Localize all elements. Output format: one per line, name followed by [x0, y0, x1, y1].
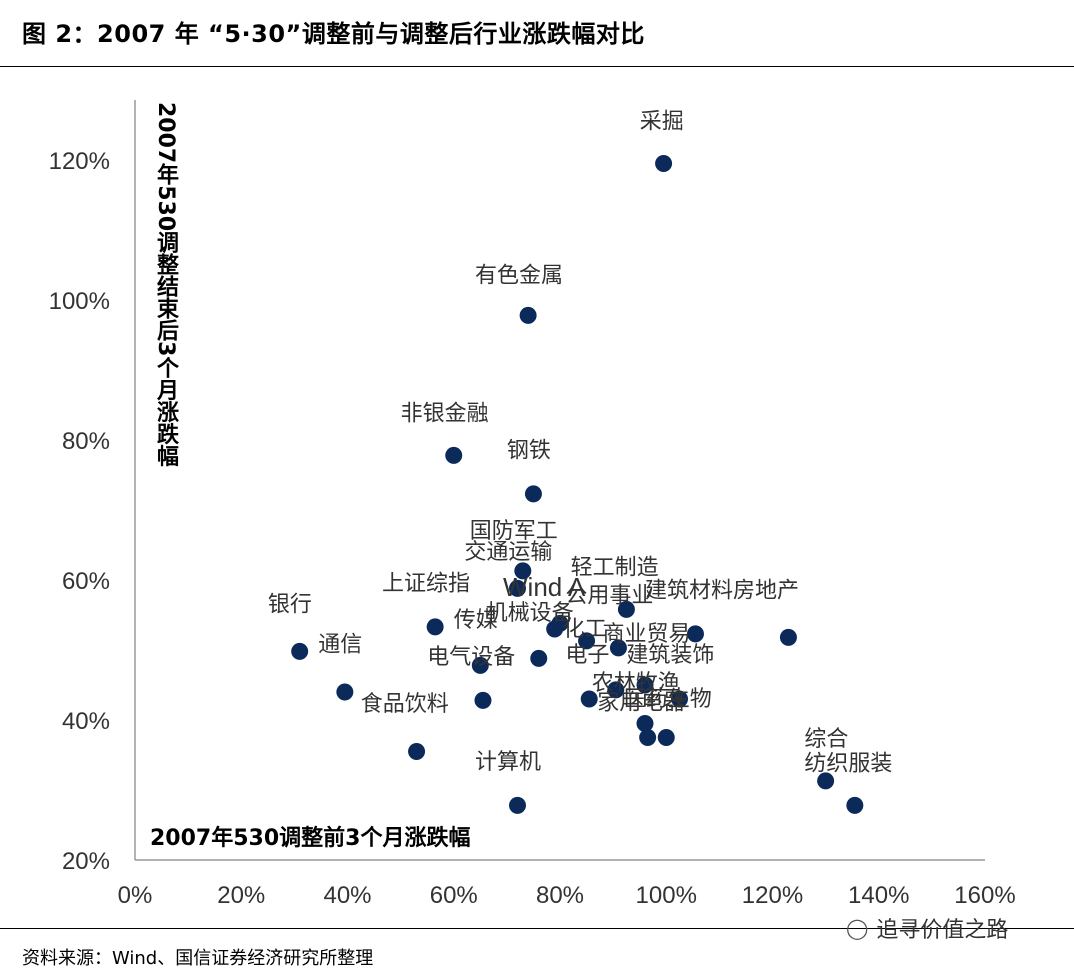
data-points	[291, 155, 864, 814]
data-point	[408, 743, 426, 760]
data-point	[474, 691, 492, 709]
point-label: 计算机	[475, 750, 541, 775]
point-label: 银行	[268, 593, 312, 618]
data-point	[686, 625, 704, 643]
data-point	[617, 600, 635, 618]
y-tick-label: 40%	[62, 708, 110, 735]
chart-title: 图 2：2007 年 “5·30”调整前与调整后行业涨跌幅对比	[22, 20, 645, 48]
data-point	[445, 446, 463, 464]
point-label: 公用事业	[565, 583, 653, 608]
y-tick-label: 60%	[62, 568, 110, 595]
point-label: 机械设备	[486, 601, 574, 626]
x-tick-label: 140%	[848, 882, 909, 909]
point-label: 有色金属	[475, 264, 563, 289]
x-tick-label: 40%	[323, 882, 371, 909]
top-rule	[0, 66, 1074, 67]
point-label: 通信	[318, 632, 362, 657]
point-label: 轻工制造	[571, 555, 659, 580]
data-point	[671, 690, 689, 708]
data-point	[530, 649, 548, 667]
axes	[134, 100, 985, 861]
x-tick-label: 20%	[217, 882, 265, 909]
bottom-rule	[0, 928, 1074, 929]
point-label: 电气设备	[427, 645, 515, 670]
data-point	[519, 306, 537, 324]
point-label: 化工	[563, 617, 607, 642]
point-label: 家用电器	[597, 691, 685, 716]
x-axis-label: 2007年530调整前3个月涨跌幅	[150, 825, 470, 851]
point-label: 钢铁	[507, 439, 551, 464]
y-tick-label: 20%	[62, 848, 110, 875]
data-point	[655, 155, 673, 172]
data-point	[639, 729, 657, 746]
x-tick-label: 120%	[742, 882, 803, 909]
data-point	[636, 715, 654, 732]
data-point	[657, 729, 675, 746]
y-tick-label: 100%	[49, 288, 110, 315]
data-point	[846, 796, 864, 814]
point-label: 上证综指	[382, 572, 470, 597]
data-point	[514, 562, 532, 580]
point-label: 建筑装饰	[626, 643, 714, 668]
data-point	[509, 796, 526, 814]
point-label: 建筑材料房地产	[645, 579, 799, 604]
point-label: 医药生物	[624, 687, 712, 712]
data-point	[524, 485, 542, 503]
point-label: 交通运输	[464, 540, 552, 565]
y-tick-label: 80%	[62, 428, 110, 455]
x-tick-label: 160%	[954, 882, 1015, 909]
data-point	[509, 579, 526, 597]
point-label: 食品饮料	[361, 692, 449, 717]
x-tick-label: 100%	[636, 882, 697, 909]
data-point	[546, 620, 564, 638]
data-point	[607, 681, 625, 699]
data-point	[471, 656, 489, 674]
point-label: 综合	[804, 727, 848, 752]
point-label: 商业贸易	[603, 622, 691, 647]
point-label: 传媒	[454, 608, 498, 633]
wechat-icon: ◯	[846, 916, 869, 940]
point-label: 电子	[565, 643, 609, 668]
data-point	[580, 690, 598, 708]
tick-labels: 0% 20% 40% 60% 80% 100% 120% 140% 160% 20% 40% 60% 8…	[49, 148, 1016, 909]
x-tick-label: 80%	[536, 882, 584, 909]
data-point	[336, 683, 354, 701]
data-point	[779, 628, 797, 646]
point-label: 采掘	[640, 110, 684, 135]
point-label: 农林牧渔	[592, 671, 680, 696]
data-point	[817, 772, 835, 790]
y-tick-label: 120%	[49, 148, 110, 175]
data-point	[426, 618, 444, 636]
watermark-text: 追寻价值之路	[876, 918, 1009, 943]
watermark: ◯ 追寻价值之路	[846, 912, 1008, 944]
data-point	[578, 632, 596, 650]
y-axis-label: 2007年530调整结束后3个月涨跌幅	[153, 102, 178, 467]
point-label: 国防军工	[470, 519, 558, 544]
source-note: 资料来源：Wind、国信证券经济研究所整理	[22, 948, 374, 969]
x-tick-label: 60%	[430, 882, 478, 909]
data-point	[636, 676, 654, 694]
data-point	[609, 639, 627, 657]
point-label: 纺织服装	[804, 751, 892, 776]
point-label: 非银金融	[401, 401, 489, 426]
data-point	[291, 642, 309, 660]
x-tick-label: 0%	[118, 882, 153, 909]
wind-a-overlay: Wind A	[503, 572, 586, 602]
